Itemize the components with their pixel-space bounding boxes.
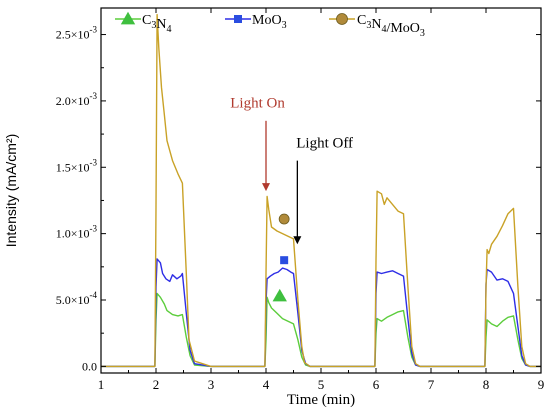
annotation-arrow-head [293,236,302,245]
y-axis-label: Intensity (mA/cm²) [3,134,19,248]
legend: C3N4 MoO3 C3N4/MoO3 [115,11,425,39]
axes: 1 2 3 4 5 6 7 8 9 0.0 5.0×10-4 1.0×10-3 1.5×10-3 2.0×… [56,8,545,392]
annotation-light-off: Light Off [293,135,353,245]
plot-area [101,13,541,368]
x-tick-label: 2 [153,377,160,392]
y-tick-label: 0.0 [82,359,97,373]
x-tick-label: 4 [263,377,270,392]
legend-marker [120,11,136,25]
legend-marker [234,15,242,23]
legend-entry-c3n4-moo3: C3N4/MoO3 [329,13,425,39]
series-marker-c3n4-moo3 [278,213,290,225]
annotation-label: Light Off [296,135,353,151]
annotation-light-on: Light On [230,96,285,192]
x-tick-label: 6 [373,377,380,392]
y-tick-label: 1.0×10-3 [56,224,98,241]
legend-entry-moo3: MoO3 [225,13,287,31]
x-tick-label: 8 [483,377,490,392]
series-line-c3n4-moo3 [101,13,541,368]
annotations: Light On Light Off [230,96,353,245]
x-tick-label: 1 [98,377,105,392]
y-tick-label: 1.5×10-3 [56,157,98,174]
x-tick-label: 5 [318,377,325,392]
annotation-label: Light On [230,96,285,112]
annotation-arrow-head [262,183,270,192]
legend-entry-c3n4: C3N4 [115,11,171,35]
x-tick-label: 3 [208,377,215,392]
x-tick-label: 9 [538,377,545,392]
series-line-c3n4 [101,292,541,368]
legend-label: C3N4 [142,13,171,35]
series-marker-moo3 [280,256,289,265]
y-tick-label: 2.5×10-3 [56,25,98,42]
legend-marker [336,13,348,25]
y-tick-label: 5.0×10-4 [56,290,98,307]
x-tick-label: 7 [428,377,435,392]
legend-label: MoO3 [252,13,287,31]
series-line-moo3 [101,258,541,368]
series-marker-c3n4 [272,288,287,302]
legend-label: C3N4/MoO3 [357,13,425,39]
y-tick-label: 2.0×10-3 [56,91,98,108]
plot-frame [100,7,542,374]
x-axis-label: Time (min) [287,392,355,408]
